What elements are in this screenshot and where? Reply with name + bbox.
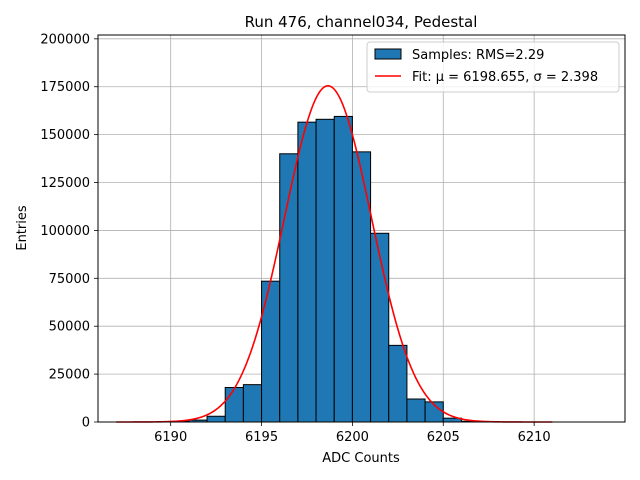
y-axis-label: Entries bbox=[15, 205, 30, 251]
histogram-bar bbox=[206, 415, 226, 423]
y-tick-label: 75000 bbox=[49, 272, 90, 287]
histogram-bar bbox=[297, 121, 317, 423]
histogram-bar bbox=[315, 118, 335, 423]
x-tick-label: 6200 bbox=[336, 430, 369, 445]
chart-title: Run 476, channel034, Pedestal bbox=[245, 13, 478, 31]
histogram-bar bbox=[370, 232, 390, 423]
x-axis-label: ADC Counts bbox=[322, 451, 400, 466]
x-tick-label: 6190 bbox=[154, 430, 187, 445]
histogram-bar bbox=[224, 387, 244, 423]
y-tick-label: 50000 bbox=[49, 320, 90, 335]
y-tick-label: 25000 bbox=[49, 368, 90, 383]
histogram-bars bbox=[170, 115, 481, 423]
y-tick-label: 125000 bbox=[40, 176, 90, 191]
y-tick-label: 200000 bbox=[40, 32, 90, 47]
gaussian-fit-line bbox=[116, 84, 553, 423]
plot-frame bbox=[97, 34, 626, 423]
histogram-bar bbox=[351, 151, 372, 423]
y-tick-label: 100000 bbox=[40, 224, 90, 239]
y-axis-ticks: 0 25000 50000 75000 100000 125000 150000 175000… bbox=[40, 32, 98, 431]
legend-fit-label: Fit: μ = 6198.655, σ = 2.398 bbox=[412, 70, 598, 85]
legend: Samples: RMS=2.29 Fit: μ = 6198.655, σ =… bbox=[366, 41, 620, 93]
histogram-bar bbox=[261, 280, 281, 423]
x-axis-ticks: 6190 6195 6200 6205 6210 bbox=[154, 422, 551, 445]
legend-box bbox=[366, 41, 620, 93]
histogram-bar bbox=[388, 344, 408, 423]
histogram-bar bbox=[333, 115, 353, 423]
y-tick-label: 175000 bbox=[40, 80, 90, 95]
legend-histogram-label: Samples: RMS=2.29 bbox=[412, 48, 544, 63]
x-tick-label: 6210 bbox=[518, 430, 551, 445]
y-tick-label: 0 bbox=[82, 416, 90, 431]
y-tick-label: 150000 bbox=[40, 128, 90, 143]
x-tick-label: 6205 bbox=[427, 430, 460, 445]
x-tick-label: 6195 bbox=[245, 430, 278, 445]
histogram-bar bbox=[406, 398, 426, 423]
histogram-bar bbox=[242, 384, 263, 423]
legend-histogram-swatch bbox=[374, 48, 402, 60]
